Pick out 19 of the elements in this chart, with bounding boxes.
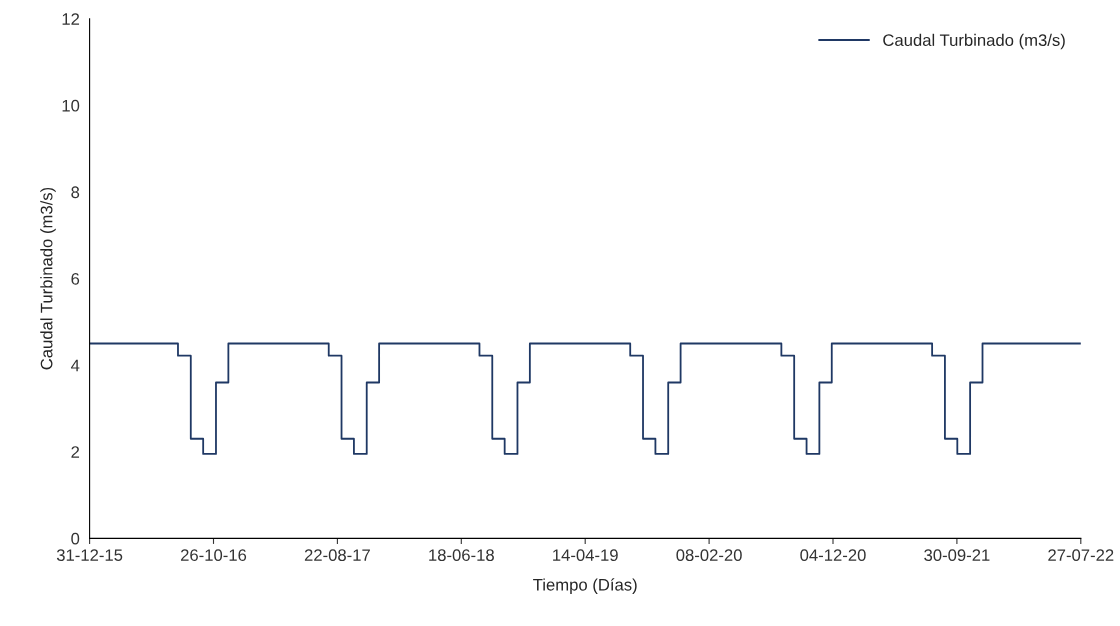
y-tick-label: 8	[71, 186, 80, 199]
y-tick-label: 6	[71, 272, 80, 285]
x-tick-label: 22-08-17	[304, 549, 370, 562]
x-tick-label: 27-07-22	[1048, 549, 1114, 562]
y-tick-label: 4	[70, 359, 80, 372]
x-axis-title: Tiempo (Días)	[533, 578, 637, 594]
x-tick-label: 31-12-15	[56, 549, 123, 562]
x-tick-label: 14-04-19	[553, 549, 618, 562]
x-tick-label: 30-09-21	[924, 549, 990, 562]
y-tick-label: 12	[62, 13, 80, 25]
x-tick-label: 26-10-16	[180, 549, 247, 562]
y-tick-label: 10	[62, 99, 80, 112]
legend-label: Caudal Turbinado (m3/s)	[883, 33, 1065, 50]
y-tick-label: 2	[71, 446, 80, 458]
x-tick-label: 18-06-18	[429, 549, 494, 562]
x-tick-label: 04-12-20	[800, 549, 866, 562]
x-tick-label: 08-02-20	[676, 549, 742, 562]
y-axis-title: Caudal Turbinado (m3/s)	[40, 187, 56, 370]
y-tick-label: 0	[71, 532, 80, 545]
